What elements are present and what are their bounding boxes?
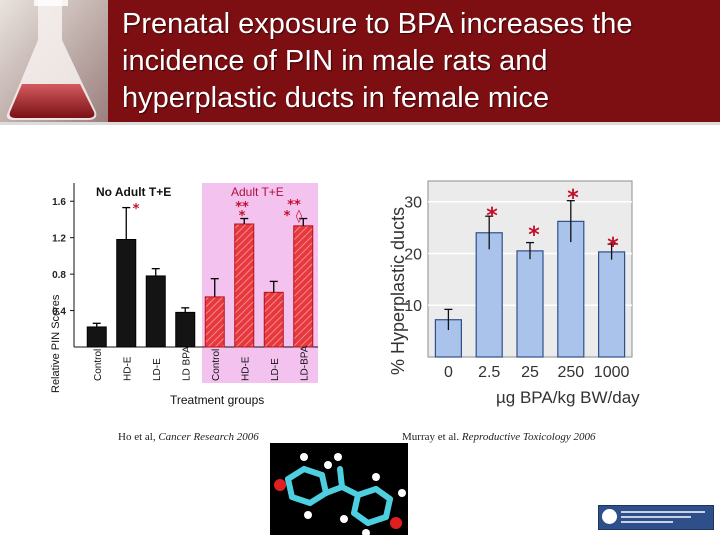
right-significance-marker: * [486,204,498,229]
right-significance-marker: * [607,234,619,259]
right-category-label: 1000 [594,364,630,381]
left-group-label-1: No Adult T+E [96,185,171,199]
left-bar [86,326,107,348]
logo-wordmark [621,508,711,527]
left-group-label-2: Adult T+E [231,185,284,199]
left-significance-marker: ** [287,198,301,213]
slide-title: Prenatal exposure to BPA increases the i… [122,6,712,117]
left-category-label: HD-E [240,356,251,381]
left-bar [145,275,166,348]
left-category-label: Control [93,349,104,381]
right-bar [557,220,585,358]
right-x-axis-label: µg BPA/kg BW/day [496,388,640,407]
right-category-label: 0 [444,364,453,381]
citation-left: Ho et al, Cancer Research 2006 [118,431,259,443]
right-y-tick-label: 10 [404,298,422,315]
right-significance-marker: * [567,186,579,211]
slide-header: Prenatal exposure to BPA increases the i… [0,0,720,122]
left-y-tick-label: 1.2 [52,234,66,245]
citation-right-authors: Murray et al. [402,431,462,443]
citation-right-journal: Reproductive Toxicology 2006 [461,431,596,443]
hyperplastic-ducts-chart: % Hyperplastic ducts µg BPA/kg BW/day 10… [388,180,640,407]
left-category-label: LD-E [270,358,281,381]
right-bar [475,232,503,358]
left-significance-marker: * [133,202,140,217]
university-seal-icon [602,509,617,524]
title-line-3: hyperplastic ducts in female mice [122,82,550,114]
left-category-label: LD-BPA [299,345,310,381]
citation-left-authors: Ho et al, [118,431,159,443]
right-y-tick-label: 30 [404,195,422,212]
left-x-axis-label: Treatment groups [170,393,264,407]
left-significance-marker: ** [235,200,249,215]
right-y-axis-label: % Hyperplastic ducts [388,207,408,375]
left-y-tick-label: 0.4 [52,307,66,318]
bpa-molecule-image [270,443,408,535]
left-category-label: LD-E [152,358,163,381]
left-bar [204,296,225,348]
pin-score-chart: No Adult T+E Adult T+E Relative PIN Scor… [50,183,318,407]
left-bar [293,225,314,348]
flask-icon [0,0,108,122]
right-category-label: 250 [557,364,584,381]
citation-right: Murray et al. Reproductive Toxicology 20… [402,431,595,443]
right-category-label: 25 [521,364,539,381]
left-y-tick-label: 1.6 [52,197,66,208]
left-significance-marker: * [239,209,246,224]
title-line-1: Prenatal exposure to BPA increases the [122,8,633,40]
university-logo [598,505,714,530]
right-significance-marker: * [528,223,540,248]
right-bar [598,251,626,358]
left-category-label: Control [211,349,222,381]
citation-left-journal: Cancer Research 2006 [158,431,259,443]
right-category-label: 2.5 [478,364,500,381]
right-y-tick-label: 20 [404,246,422,263]
left-bar [234,223,255,348]
left-bar [263,291,284,348]
left-y-tick-label: 0.8 [52,270,66,281]
right-bar [434,319,463,358]
left-category-label: HD-E [122,356,133,381]
left-bar [116,238,137,348]
right-bar [516,250,544,358]
left-y-axis-label: Relative PIN Scores [50,294,62,393]
header-divider [0,122,720,125]
left-bar [175,311,196,348]
left-significance-marker: * [284,209,291,224]
left-significance-marker: ◊ [296,209,303,224]
title-line-2: incidence of PIN in male rats and [122,45,548,77]
left-category-label: LD BPA [181,346,192,381]
